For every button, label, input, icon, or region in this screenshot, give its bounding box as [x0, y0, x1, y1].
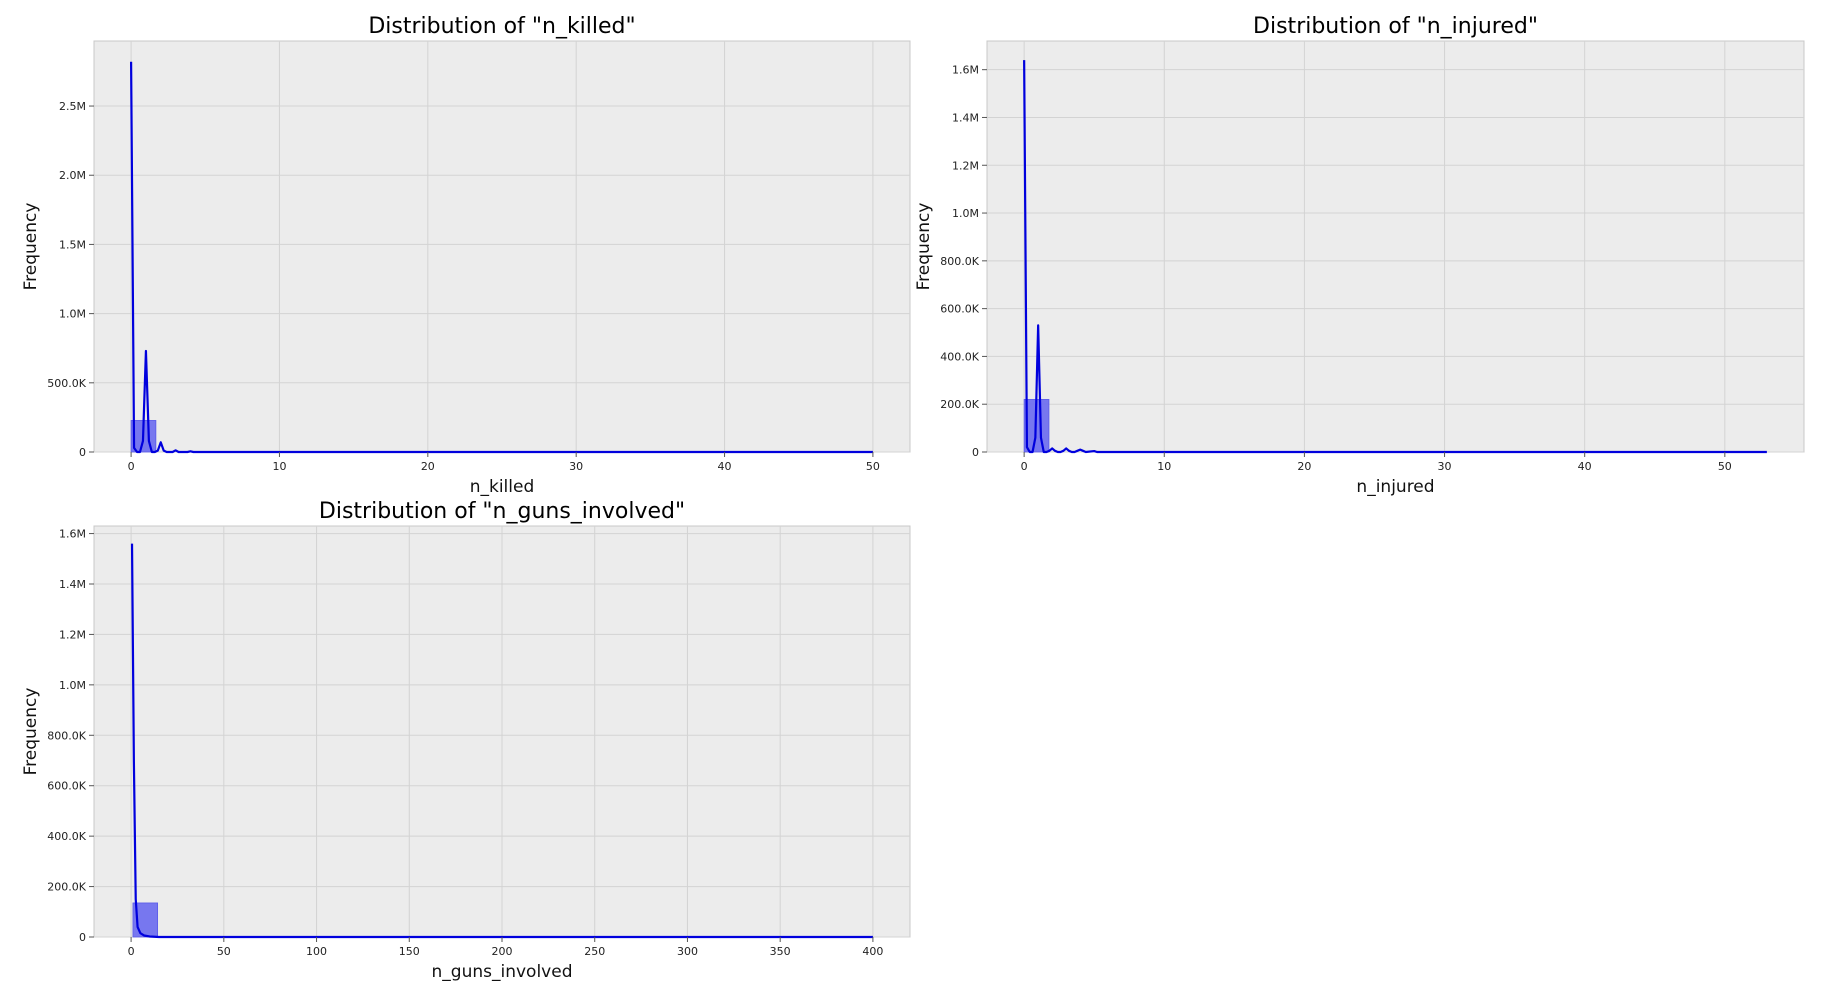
kde-line [1023, 60, 1767, 454]
y-tick-label: 0 [79, 446, 86, 459]
chart-title: Distribution of "n_killed" [368, 14, 635, 39]
x-tick-label: 0 [1021, 460, 1028, 473]
x-tick-label: 20 [421, 460, 435, 473]
y-axis-ticks: 0 200.0K 400.0K 600.0K 800.0K 1.0M 1.2M 1.4M 1.6… [940, 64, 987, 459]
x-tick-label: 10 [1157, 460, 1171, 473]
x-axis-ticks: 0 10 20 30 40 50 [1021, 452, 1732, 473]
gridlines [987, 41, 1804, 453]
y-axis-label: Frequency [914, 203, 934, 291]
x-tick-label: 300 [677, 945, 698, 958]
subplot-n-guns-involved: 0 50 100 150 200 250 300 350 400 0 200.0K 400.0K 60… [21, 499, 911, 982]
x-axis-label: n_injured [1356, 477, 1434, 497]
x-tick-label: 30 [1438, 460, 1452, 473]
x-tick-label: 20 [1297, 460, 1311, 473]
y-tick-label: 1.0M [59, 679, 86, 692]
y-axis-ticks: 0 500.0K 1.0M 1.5M 2.0M 2.5M [47, 100, 94, 459]
gridlines [94, 526, 910, 938]
plot-area [93, 40, 911, 453]
x-tick-label: 400 [862, 945, 883, 958]
x-tick-label: 100 [306, 945, 327, 958]
y-tick-label: 1.0M [952, 207, 979, 220]
y-tick-label: 1.0M [59, 308, 86, 321]
x-tick-label: 0 [128, 945, 135, 958]
x-tick-label: 50 [866, 460, 880, 473]
y-tick-label: 1.4M [952, 111, 979, 124]
y-tick-label: 1.6M [59, 528, 86, 541]
y-tick-label: 1.6M [952, 64, 979, 77]
y-tick-label: 1.2M [59, 628, 86, 641]
y-tick-label: 2.5M [59, 100, 86, 113]
x-tick-label: 10 [272, 460, 286, 473]
y-axis-label: Frequency [21, 688, 41, 776]
y-tick-label: 0 [79, 931, 86, 944]
subplot-n-killed: 0 10 20 30 40 50 0 500.0K 1.0M 1.5M 2.0M 2.5M Dist… [21, 14, 911, 497]
y-tick-label: 0 [972, 446, 979, 459]
y-tick-label: 1.4M [59, 578, 86, 591]
y-tick-label: 2.0M [59, 169, 86, 182]
x-axis-ticks: 0 50 100 150 200 250 300 350 400 [128, 937, 883, 958]
kde-line [130, 543, 873, 939]
x-tick-label: 0 [128, 460, 135, 473]
chart-title: Distribution of "n_guns_involved" [319, 499, 685, 524]
subplot-n-injured: 0 10 20 30 40 50 0 200.0K 400.0K 600.0K 800.0K 1.0… [914, 14, 1805, 497]
y-tick-label: 800.0K [940, 255, 979, 268]
plot-area [986, 40, 1805, 453]
y-tick-label: 600.0K [940, 303, 979, 316]
x-tick-label: 250 [584, 945, 605, 958]
x-tick-label: 50 [1718, 460, 1732, 473]
y-tick-label: 200.0K [47, 881, 86, 894]
y-tick-label: 1.5M [59, 238, 86, 251]
y-axis-ticks: 0 200.0K 400.0K 600.0K 800.0K 1.0M 1.2M 1.4M 1.6… [47, 528, 94, 944]
x-axis-ticks: 0 10 20 30 40 50 [128, 452, 880, 473]
y-tick-label: 400.0K [47, 830, 86, 843]
y-tick-label: 200.0K [940, 398, 979, 411]
kde-line [129, 61, 873, 454]
y-axis-label: Frequency [21, 203, 41, 291]
x-axis-label: n_killed [470, 477, 535, 497]
y-tick-label: 800.0K [47, 729, 86, 742]
x-axis-label: n_guns_involved [432, 962, 573, 982]
y-tick-label: 600.0K [47, 780, 86, 793]
x-tick-label: 40 [1578, 460, 1592, 473]
x-tick-label: 150 [399, 945, 420, 958]
y-tick-label: 500.0K [47, 377, 86, 390]
x-tick-label: 40 [718, 460, 732, 473]
chart-title: Distribution of "n_injured" [1253, 14, 1538, 39]
x-tick-label: 50 [217, 945, 231, 958]
y-tick-label: 1.2M [952, 159, 979, 172]
x-tick-label: 350 [770, 945, 791, 958]
y-tick-label: 400.0K [940, 350, 979, 363]
x-tick-label: 200 [492, 945, 513, 958]
x-tick-label: 30 [569, 460, 583, 473]
